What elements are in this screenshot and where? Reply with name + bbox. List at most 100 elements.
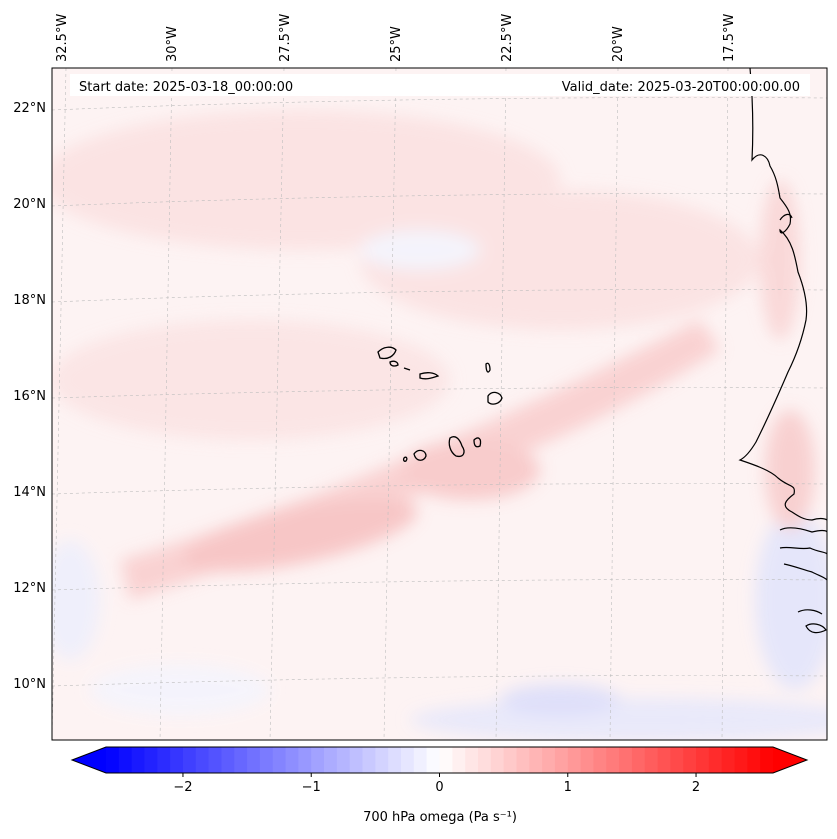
colorbar-cell <box>195 747 210 773</box>
colorbar-cell <box>375 747 389 773</box>
colorbar-tick-label: 1 <box>564 780 572 795</box>
colorbar-cell <box>567 747 581 773</box>
colorbar-cell <box>118 747 133 773</box>
valid-date-label: Valid_date: 2025-03-20T00:00:00.00 <box>562 80 800 95</box>
colorbar-cell <box>362 747 376 773</box>
island-santiago <box>448 436 465 458</box>
colorbar-extend-max <box>773 747 807 773</box>
colorbar-cell <box>349 747 363 773</box>
colorbar-cell <box>131 747 145 773</box>
lat-label: 18°N <box>13 293 46 308</box>
colorbar-cell <box>644 747 658 773</box>
colorbar-ticks: −2 −1 0 1 2 <box>173 773 700 795</box>
island-sao-vicente <box>389 360 399 367</box>
colorbar-cell <box>696 747 710 773</box>
colorbar-cell <box>285 747 299 773</box>
colorbar-cell <box>747 747 761 773</box>
lat-label: 22°N <box>13 101 46 116</box>
island-brava <box>402 456 408 462</box>
start-date-label: Start date: 2025-03-18_00:00:00 <box>79 80 293 95</box>
colorbar-cell <box>580 747 594 773</box>
colorbar-cell <box>413 747 428 773</box>
colorbar-cell <box>760 747 774 773</box>
colorbar-cell <box>516 747 530 773</box>
header-background <box>70 74 810 96</box>
colorbar-cell <box>619 747 633 773</box>
lon-label: 20°W <box>611 26 626 62</box>
colorbar-cell <box>208 747 222 773</box>
island-santa-luzia <box>403 367 411 371</box>
colorbar-cell <box>529 747 543 773</box>
colorbar-tick-label: −2 <box>173 780 192 795</box>
longitude-labels: 32.5°W 30°W 27.5°W 25°W 22.5°W 20°W 17.5… <box>55 14 737 62</box>
colorbar-cell <box>631 747 646 773</box>
colorbar-cell <box>542 747 556 773</box>
colorbar-cell <box>170 747 184 773</box>
lat-label: 16°N <box>13 389 46 404</box>
island-sao-nicolau <box>419 372 440 380</box>
colorbar-tick-label: 2 <box>692 780 700 795</box>
island-boa-vista <box>487 391 503 405</box>
colorbar-cell <box>683 747 697 773</box>
map-border <box>51 67 828 741</box>
colorbar-cell <box>336 747 351 773</box>
colorbar-cell <box>298 747 312 773</box>
coastlines <box>738 68 827 634</box>
lon-label: 32.5°W <box>55 14 70 62</box>
colorbar-cell <box>106 747 120 773</box>
colorbar-extend-min <box>72 747 106 773</box>
header-bar: Start date: 2025-03-18_00:00:00 Valid_da… <box>70 74 810 96</box>
colorbar-label: 700 hPa omega (Pa s⁻¹) <box>363 810 517 825</box>
island-santo-antao <box>377 346 397 360</box>
colorbar-cells <box>72 747 807 773</box>
colorbar-cell <box>490 747 505 773</box>
colorbar-cell <box>554 747 569 773</box>
lon-label: 27.5°W <box>278 14 293 62</box>
colorbar-cell <box>157 747 171 773</box>
colorbar-cell <box>182 747 197 773</box>
lat-label: 10°N <box>13 677 46 692</box>
colorbar-tick-label: −1 <box>302 780 321 795</box>
lon-label: 17.5°W <box>722 14 737 62</box>
colorbar-tick-label: 0 <box>435 780 443 795</box>
africa-coastline <box>738 68 827 521</box>
colorbar-cell <box>670 747 684 773</box>
colorbar-cell <box>593 747 607 773</box>
colorbar-cell <box>401 747 415 773</box>
colorbar-cell <box>311 747 325 773</box>
lon-label: 25°W <box>389 26 404 62</box>
colorbar-cell <box>247 747 261 773</box>
colorbar-cell <box>503 747 517 773</box>
lat-label: 20°N <box>13 197 46 212</box>
colorbar-cell <box>452 747 466 773</box>
colorbar-cell <box>388 747 402 773</box>
colorbar-cell <box>721 747 735 773</box>
island-sal <box>485 362 491 373</box>
cape-verde-islands <box>377 346 503 462</box>
colorbar-cell <box>465 747 479 773</box>
colorbar-cell <box>144 747 158 773</box>
colorbar-cell <box>657 747 671 773</box>
latitude-labels: 22°N 20°N 18°N 16°N 14°N 12°N 10°N <box>13 101 46 692</box>
colorbar-cell <box>477 747 492 773</box>
colorbar-cell <box>606 747 620 773</box>
island-maio <box>473 437 482 448</box>
colorbar-cell <box>439 747 453 773</box>
gridlines <box>52 68 827 740</box>
colorbar-cell <box>259 747 274 773</box>
colorbar: −2 −1 0 1 2 700 hPa omega (Pa s⁻¹) <box>70 746 809 825</box>
lon-label: 30°W <box>165 26 180 62</box>
colorbar-cell <box>234 747 248 773</box>
colorbar-cell <box>324 747 338 773</box>
colorbar-outline <box>70 746 809 774</box>
colorbar-cell <box>708 747 723 773</box>
colorbar-cell <box>734 747 748 773</box>
lon-label: 22.5°W <box>500 14 515 62</box>
map-panel <box>51 67 828 741</box>
island-fogo <box>413 449 427 461</box>
colorbar-cell <box>426 747 440 773</box>
colorbar-cell <box>272 747 286 773</box>
lat-label: 14°N <box>13 485 46 500</box>
omega-field <box>52 110 827 740</box>
